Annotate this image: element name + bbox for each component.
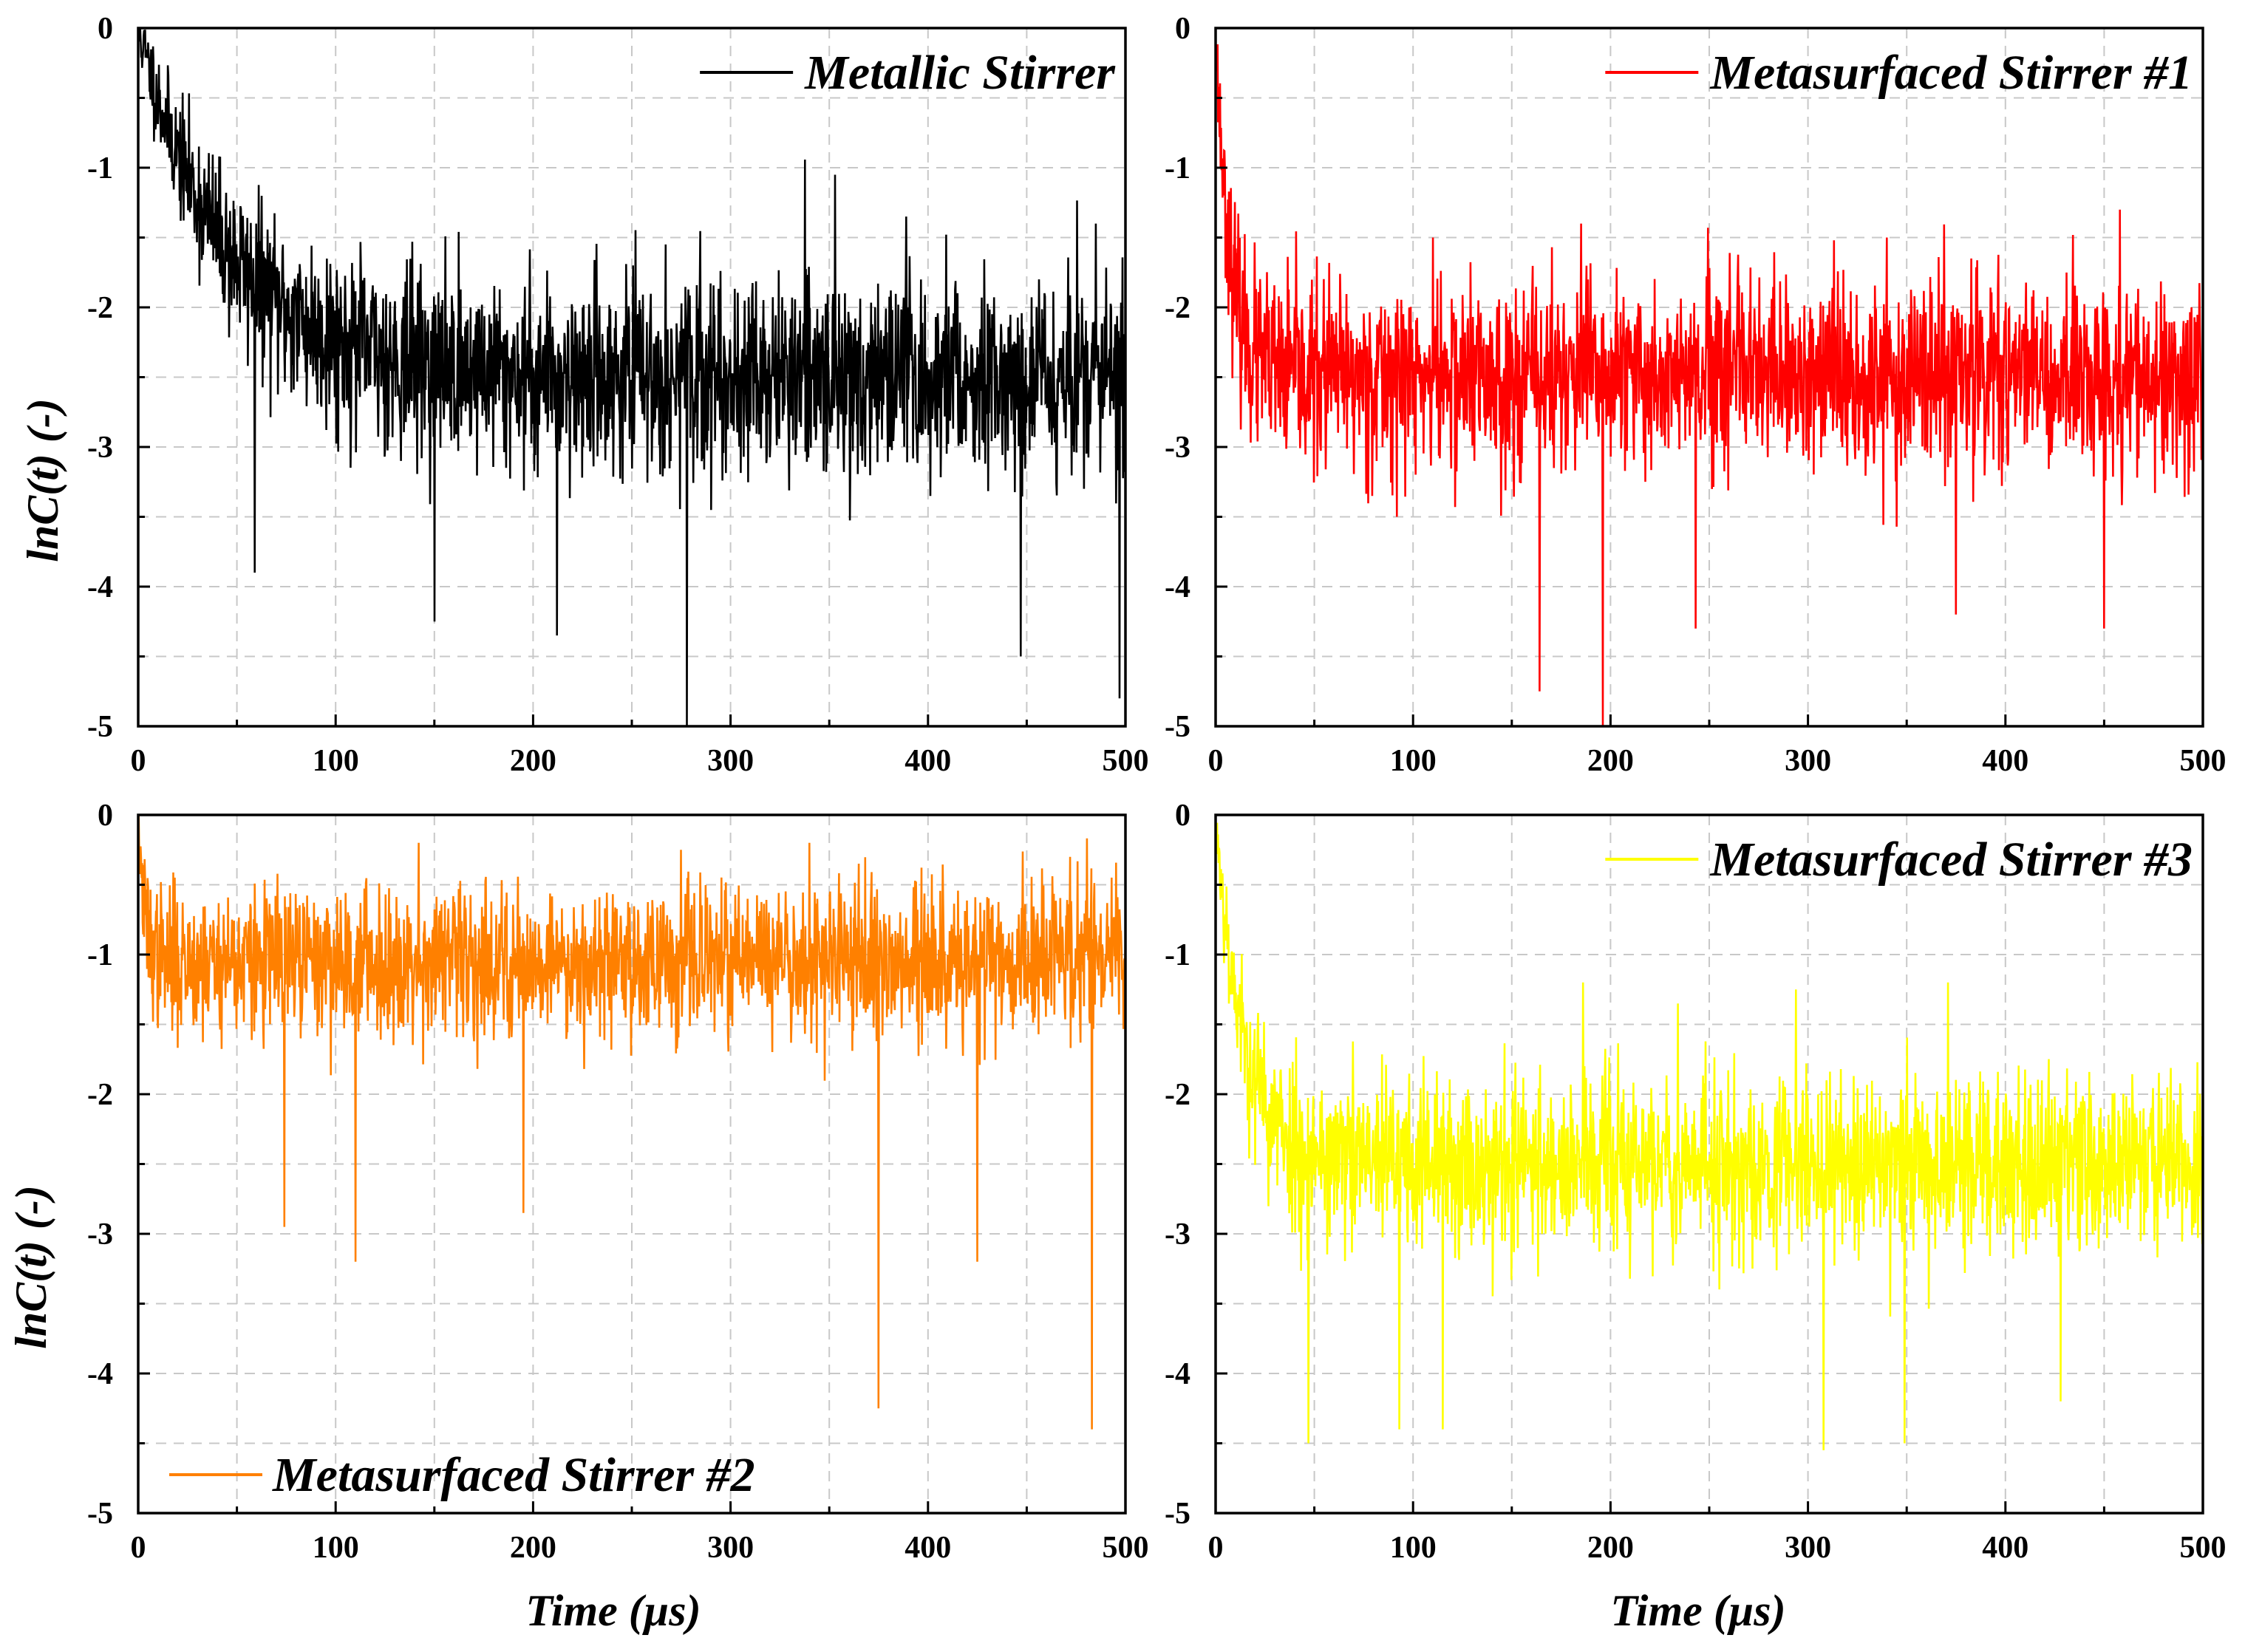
panel-metasurfaced-1-ticks — [1214, 27, 2204, 728]
x-tick-label: 100 — [313, 1531, 359, 1565]
x-tick-label: 0 — [1208, 744, 1224, 778]
y-tick-label: -2 — [1165, 291, 1190, 325]
y-axis-title-bottom: lnC(t) (-) — [7, 1185, 55, 1349]
x-tick-label: 500 — [2180, 1531, 2227, 1565]
x-tick-label: 400 — [1982, 744, 2028, 778]
x-tick-label: 400 — [1982, 1531, 2028, 1565]
panel-metasurfaced-3: 0 100 200 300 400 500 0 -1 -2 -3 -4 -5 Metasurface… — [1165, 799, 2227, 1565]
panel-metasurfaced-2-y-tick-labels: 0 -1 -2 -3 -4 -5 — [87, 799, 113, 1531]
panel-metasurfaced-3-legend-label: Metasurfaced Stirrer #3 — [1709, 833, 2193, 887]
x-tick-label: 300 — [1785, 744, 1831, 778]
panel-metallic-y-tick-labels: 0 -1 -2 -3 -4 -5 — [87, 12, 113, 744]
x-axis-title-right: Time (µs) — [1610, 1586, 1785, 1635]
y-tick-label: -1 — [1165, 151, 1190, 185]
x-tick-label: 100 — [313, 744, 359, 778]
y-tick-label: -3 — [1165, 1218, 1190, 1252]
y-tick-label: -2 — [1165, 1078, 1190, 1112]
y-tick-label: -4 — [1165, 570, 1190, 604]
panel-metasurfaced-2-series-line — [137, 814, 1127, 1430]
panel-metasurfaced-1: 0 100 200 300 400 500 0 -1 -2 -3 -4 -5 Metasurface… — [1165, 12, 2227, 778]
y-tick-label: -4 — [87, 570, 113, 604]
x-tick-label: 100 — [1390, 744, 1437, 778]
panel-metasurfaced-1-series-line — [1214, 44, 2204, 727]
y-tick-label: -5 — [1165, 1497, 1190, 1531]
y-tick-label: -4 — [1165, 1357, 1190, 1391]
y-tick-label: -2 — [87, 1078, 113, 1112]
panel-metasurfaced-2-ticks — [137, 813, 1127, 1515]
x-tick-label: 400 — [905, 744, 951, 778]
x-tick-label: 0 — [131, 1531, 146, 1565]
panel-metasurfaced-1-legend-label: Metasurfaced Stirrer #1 — [1709, 46, 2193, 100]
x-tick-label: 200 — [510, 1531, 556, 1565]
panel-metallic-ticks — [137, 27, 1127, 728]
y-tick-label: -2 — [87, 291, 113, 325]
panel-metallic-x-tick-labels: 0 100 200 300 400 500 — [131, 744, 1149, 778]
y-tick-label: -5 — [1165, 710, 1190, 744]
y-tick-label: -5 — [87, 1497, 113, 1531]
x-tick-label: 200 — [1587, 1531, 1634, 1565]
x-tick-label: 500 — [2180, 744, 2227, 778]
x-tick-label: 0 — [131, 744, 146, 778]
panel-metasurfaced-3-series-line — [1214, 814, 2204, 1450]
y-tick-label: -3 — [87, 1218, 113, 1252]
panel-metasurfaced-1-x-tick-labels: 0 100 200 300 400 500 — [1208, 744, 2227, 778]
panel-metasurfaced-3-legend: Metasurfaced Stirrer #3 — [1605, 833, 2193, 887]
panel-metasurfaced-2-legend-label: Metasurfaced Stirrer #2 — [272, 1448, 755, 1502]
panel-metasurfaced-3-x-tick-labels: 0 100 200 300 400 500 — [1208, 1531, 2227, 1565]
panel-metasurfaced-3-grid — [1216, 815, 2203, 1513]
panel-metallic-legend-label: Metallic Stirrer — [804, 46, 1116, 100]
x-tick-label: 400 — [905, 1531, 951, 1565]
y-tick-label: 0 — [1175, 799, 1190, 833]
x-tick-label: 200 — [1587, 744, 1634, 778]
panel-metasurfaced-1-legend: Metasurfaced Stirrer #1 — [1605, 46, 2193, 100]
panel-metallic: 0 100 200 300 400 500 0 -1 -2 -3 -4 -5 Metallic St… — [87, 12, 1149, 778]
x-tick-label: 200 — [510, 744, 556, 778]
panel-metallic-legend: Metallic Stirrer — [700, 46, 1116, 100]
panel-metasurfaced-3-y-tick-labels: 0 -1 -2 -3 -4 -5 — [1165, 799, 1190, 1531]
panel-metasurfaced-3-ticks — [1214, 813, 2204, 1515]
y-tick-label: 0 — [1175, 12, 1190, 46]
x-tick-label: 0 — [1208, 1531, 1224, 1565]
y-tick-label: -1 — [1165, 938, 1190, 972]
y-tick-label: -3 — [1165, 431, 1190, 465]
x-axis-title-left: Time (µs) — [525, 1586, 701, 1635]
x-tick-label: 100 — [1390, 1531, 1437, 1565]
y-tick-label: 0 — [98, 12, 113, 46]
panel-metasurfaced-1-y-tick-labels: 0 -1 -2 -3 -4 -5 — [1165, 12, 1190, 744]
y-tick-label: -5 — [87, 710, 113, 744]
y-tick-label: -1 — [87, 938, 113, 972]
x-tick-label: 500 — [1103, 744, 1149, 778]
y-tick-label: -1 — [87, 151, 113, 185]
panel-metasurfaced-2-x-tick-labels: 0 100 200 300 400 500 — [131, 1531, 1149, 1565]
x-tick-label: 300 — [707, 744, 754, 778]
panel-metasurfaced-2-legend: Metasurfaced Stirrer #2 — [169, 1448, 755, 1502]
y-tick-label: 0 — [98, 799, 113, 833]
y-axis-title-top: lnC(t) (-) — [18, 398, 67, 562]
panel-metasurfaced-2: 0 100 200 300 400 500 0 -1 -2 -3 -4 -5 Metasurface… — [87, 799, 1149, 1565]
y-tick-label: -4 — [87, 1357, 113, 1391]
panel-metallic-series-line — [137, 27, 1127, 727]
x-tick-label: 300 — [707, 1531, 754, 1565]
x-tick-label: 500 — [1103, 1531, 1149, 1565]
y-tick-label: -3 — [87, 431, 113, 465]
x-tick-label: 300 — [1785, 1531, 1831, 1565]
